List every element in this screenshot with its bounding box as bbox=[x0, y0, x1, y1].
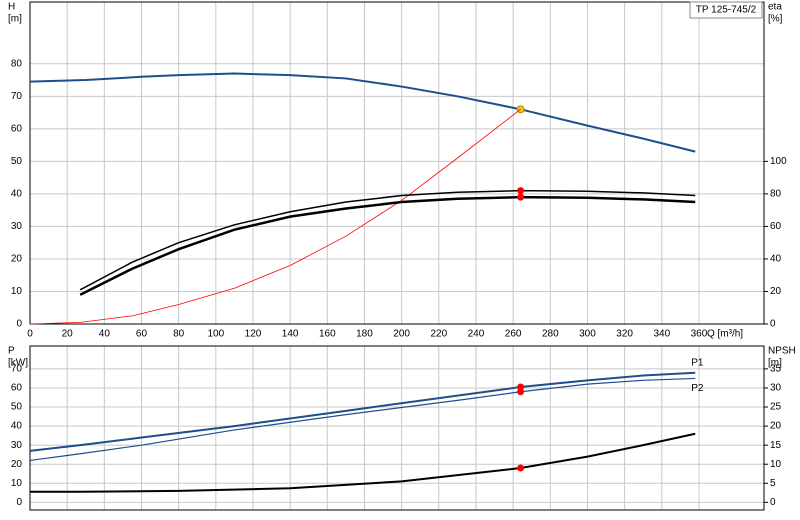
chart-title: TP 125-745/2 bbox=[696, 5, 757, 16]
x-tick-label: 220 bbox=[430, 329, 447, 340]
y-tick-label: 70 bbox=[11, 91, 23, 102]
y-tick-label: 70 bbox=[11, 364, 23, 375]
y2-tick-label: 0 bbox=[770, 319, 776, 330]
y-tick-label: 50 bbox=[11, 156, 23, 167]
x-tick-label: 160 bbox=[319, 329, 336, 340]
y-tick-label: 30 bbox=[11, 221, 23, 232]
y-axis-label: H bbox=[8, 2, 15, 13]
y-axis-label: P bbox=[8, 346, 15, 357]
y2-axis-unit: [%] bbox=[768, 14, 783, 25]
x-tick-label: 60 bbox=[136, 329, 148, 340]
y-tick-label: 80 bbox=[11, 58, 23, 69]
y2-tick-label: 5 bbox=[770, 478, 776, 489]
x-tick-label: 280 bbox=[542, 329, 559, 340]
x-tick-label: 240 bbox=[468, 329, 485, 340]
x-tick-label: 40 bbox=[99, 329, 111, 340]
plot-frame bbox=[29, 345, 765, 511]
curve bbox=[79, 189, 696, 291]
legend-label: P2 bbox=[691, 383, 704, 394]
y-axis-unit: [kW] bbox=[8, 358, 28, 369]
plot-frame bbox=[29, 1, 765, 325]
x-tick-label: 100 bbox=[207, 329, 224, 340]
y2-tick-label: 10 bbox=[770, 459, 782, 470]
y2-tick-label: 0 bbox=[770, 497, 776, 508]
x-tick-label: 80 bbox=[173, 329, 185, 340]
x-tick-label: 20 bbox=[62, 329, 74, 340]
y-tick-label: 20 bbox=[11, 254, 23, 265]
x-tick-label: 260 bbox=[505, 329, 522, 340]
duty-point bbox=[517, 187, 525, 195]
y2-axis-label: eta bbox=[768, 2, 782, 13]
y2-tick-label: 35 bbox=[770, 364, 782, 375]
y2-tick-label: 20 bbox=[770, 421, 782, 432]
y2-tick-label: 20 bbox=[770, 286, 782, 297]
y-tick-label: 20 bbox=[11, 459, 23, 470]
x-tick-label: 340 bbox=[653, 329, 670, 340]
y2-tick-label: 100 bbox=[770, 156, 787, 167]
y-tick-label: 60 bbox=[11, 383, 23, 394]
y2-tick-label: 15 bbox=[770, 440, 782, 451]
y2-tick-label: 40 bbox=[770, 254, 782, 265]
x-tick-label: 200 bbox=[393, 329, 410, 340]
x-tick-label: 120 bbox=[245, 329, 262, 340]
y2-axis-label: NPSH bbox=[768, 346, 796, 357]
y2-tick-label: 30 bbox=[770, 383, 782, 394]
x-tick-label: 140 bbox=[282, 329, 299, 340]
x-tick-label: 360 bbox=[691, 329, 708, 340]
y2-tick-label: 25 bbox=[770, 402, 782, 413]
title-box bbox=[689, 1, 763, 19]
y-tick-label: 60 bbox=[11, 123, 23, 134]
y-tick-label: 0 bbox=[16, 319, 22, 330]
y-tick-label: 40 bbox=[11, 421, 23, 432]
x-axis-label: Q [m³/h] bbox=[707, 329, 743, 340]
y-tick-label: 0 bbox=[16, 497, 22, 508]
y2-tick-label: 80 bbox=[770, 189, 782, 200]
duty-point bbox=[517, 193, 525, 201]
legend-label: P1 bbox=[691, 357, 704, 368]
y-tick-label: 10 bbox=[11, 286, 23, 297]
y-tick-label: 50 bbox=[11, 402, 23, 413]
curve bbox=[29, 377, 696, 462]
curve bbox=[29, 371, 696, 452]
curve bbox=[79, 195, 696, 296]
curve bbox=[29, 109, 521, 325]
y-tick-label: 30 bbox=[11, 440, 23, 451]
x-tick-label: 320 bbox=[616, 329, 633, 340]
curve bbox=[29, 72, 696, 153]
duty-point bbox=[517, 388, 525, 396]
x-tick-label: 180 bbox=[356, 329, 373, 340]
y2-axis-unit: [m] bbox=[768, 358, 782, 369]
x-tick-label: 0 bbox=[27, 329, 33, 340]
y-tick-label: 10 bbox=[11, 478, 23, 489]
duty-point bbox=[517, 464, 525, 472]
y2-tick-label: 60 bbox=[770, 221, 782, 232]
curve bbox=[30, 432, 696, 493]
y-tick-label: 40 bbox=[11, 189, 23, 200]
y-axis-unit: [m] bbox=[8, 14, 22, 25]
x-tick-label: 300 bbox=[579, 329, 596, 340]
